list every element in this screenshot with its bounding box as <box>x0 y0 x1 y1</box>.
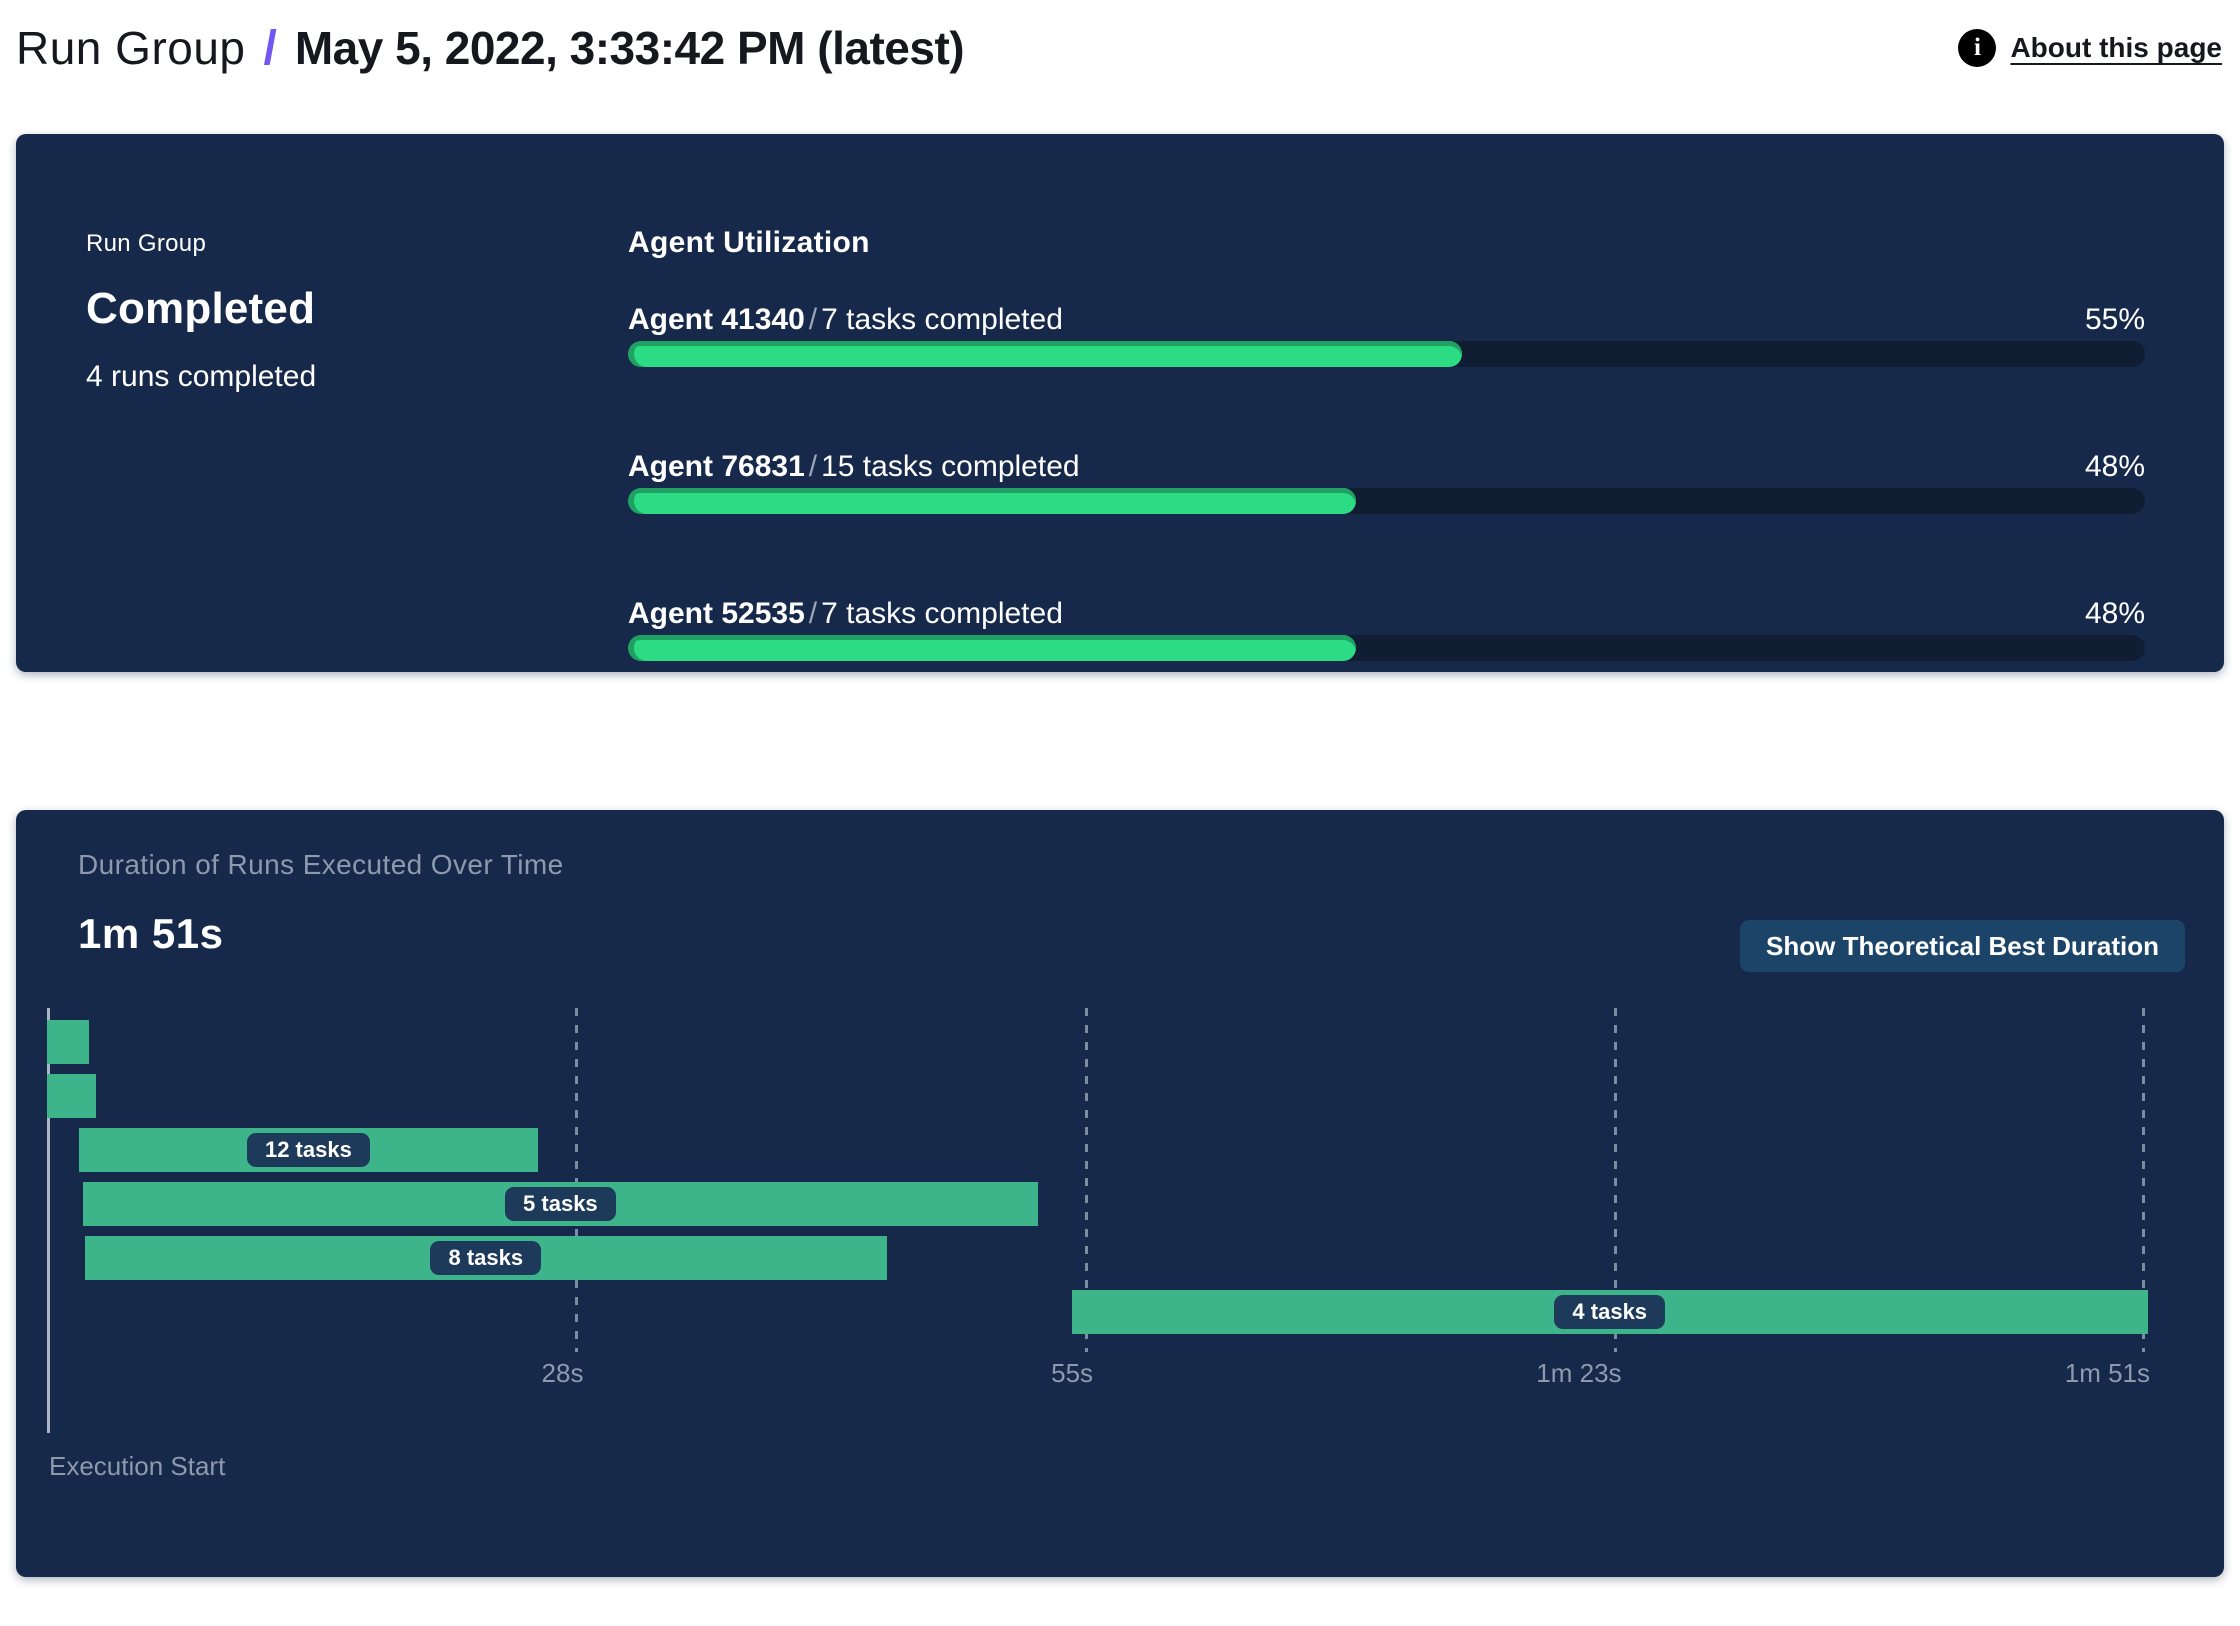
breadcrumb: Run Group / May 5, 2022, 3:33:42 PM (lat… <box>16 21 965 76</box>
agent-row: Agent 52535/7 tasks completed 48% <box>628 599 2145 661</box>
duration-panel: Duration of Runs Executed Over Time 1m 5… <box>16 810 2224 1577</box>
breadcrumb-run-group[interactable]: Run Group <box>16 21 246 74</box>
page-title: May 5, 2022, 3:33:42 PM (latest) <box>294 21 965 74</box>
gantt-run-bar[interactable] <box>47 1074 97 1118</box>
show-theoretical-best-duration-button[interactable]: Show Theoretical Best Duration <box>1740 920 2185 972</box>
agent-utilization-section: Agent Utilization Agent 41340/7 tasks co… <box>628 134 2145 661</box>
gantt-chart: Execution Start 28s 55s 1m 23s 1m 51s 12 tas… <box>47 1008 2150 1481</box>
run-group-summary: Run Group Completed 4 runs completed <box>86 230 316 394</box>
gantt-run-bar[interactable] <box>47 1020 89 1064</box>
page-header: Run Group / May 5, 2022, 3:33:42 PM (lat… <box>16 8 2222 88</box>
agent-utilization-percent: 55% <box>2084 303 2145 336</box>
duration-chart-title: Duration of Runs Executed Over Time <box>78 849 564 880</box>
axis-gridline <box>575 1008 579 1352</box>
utilization-progress-fill <box>628 635 1357 661</box>
axis-gridline <box>2142 1008 2145 1352</box>
gantt-bar-task-count: 5 tasks <box>505 1187 616 1221</box>
gantt-bar-task-count: 4 tasks <box>1554 1295 1666 1329</box>
utilization-progress-fill <box>628 341 1463 367</box>
agent-utilization-percent: 48% <box>2084 450 2145 483</box>
utilization-progress-fill <box>628 488 1357 514</box>
gantt-bar-task-count: 12 tasks <box>246 1133 370 1167</box>
agent-row: Agent 41340/7 tasks completed 55% <box>628 305 2145 367</box>
runs-completed-count: 4 runs completed <box>86 360 317 393</box>
run-group-label: Run Group <box>86 230 207 257</box>
gantt-run-bar[interactable]: 4 tasks <box>1071 1290 2148 1334</box>
axis-tick-label: 55s <box>1051 1358 1094 1388</box>
info-icon: i <box>1958 29 1997 67</box>
utilization-progress-track <box>628 488 2145 514</box>
run-group-panel: Run Group Completed 4 runs completed Age… <box>16 134 2224 672</box>
utilization-progress-track <box>628 635 2145 661</box>
agent-separator: / <box>808 597 818 630</box>
axis-tick-label: 28s <box>541 1358 584 1388</box>
axis-gridline <box>1613 1008 1617 1352</box>
agent-name: Agent 41340 <box>628 303 805 336</box>
agent-utilization-title: Agent Utilization <box>628 226 870 259</box>
gantt-run-bar[interactable]: 12 tasks <box>79 1128 538 1172</box>
gantt-run-bar[interactable]: 8 tasks <box>84 1236 887 1280</box>
utilization-progress-track <box>628 341 2145 367</box>
gantt-run-bar[interactable]: 5 tasks <box>82 1182 1038 1226</box>
agent-separator: / <box>808 303 818 336</box>
agent-tasks-completed: 7 tasks completed <box>821 597 1063 630</box>
axis-gridline <box>1085 1008 1089 1352</box>
run-group-status: Completed <box>86 284 316 333</box>
axis-tick-label: 1m 51s <box>2064 1358 2150 1388</box>
agent-tasks-completed: 15 tasks completed <box>821 450 1080 483</box>
agent-tasks-completed: 7 tasks completed <box>821 303 1063 336</box>
about-link-label: About this page <box>2010 32 2222 63</box>
agent-name: Agent 52535 <box>628 597 805 630</box>
agent-utilization-percent: 48% <box>2084 597 2145 630</box>
axis-tick-label: 1m 23s <box>1536 1358 1622 1388</box>
execution-start-label: Execution Start <box>49 1451 226 1481</box>
gantt-bar-task-count: 8 tasks <box>430 1241 542 1275</box>
agent-row: Agent 76831/15 tasks completed 48% <box>628 452 2145 514</box>
agent-separator: / <box>808 450 818 483</box>
execution-start-axis-line <box>47 1008 50 1433</box>
agent-name: Agent 76831 <box>628 450 805 483</box>
about-this-page-link[interactable]: i About this page <box>1958 29 2222 67</box>
breadcrumb-separator: / <box>263 21 277 75</box>
total-duration-value: 1m 51s <box>78 910 224 957</box>
